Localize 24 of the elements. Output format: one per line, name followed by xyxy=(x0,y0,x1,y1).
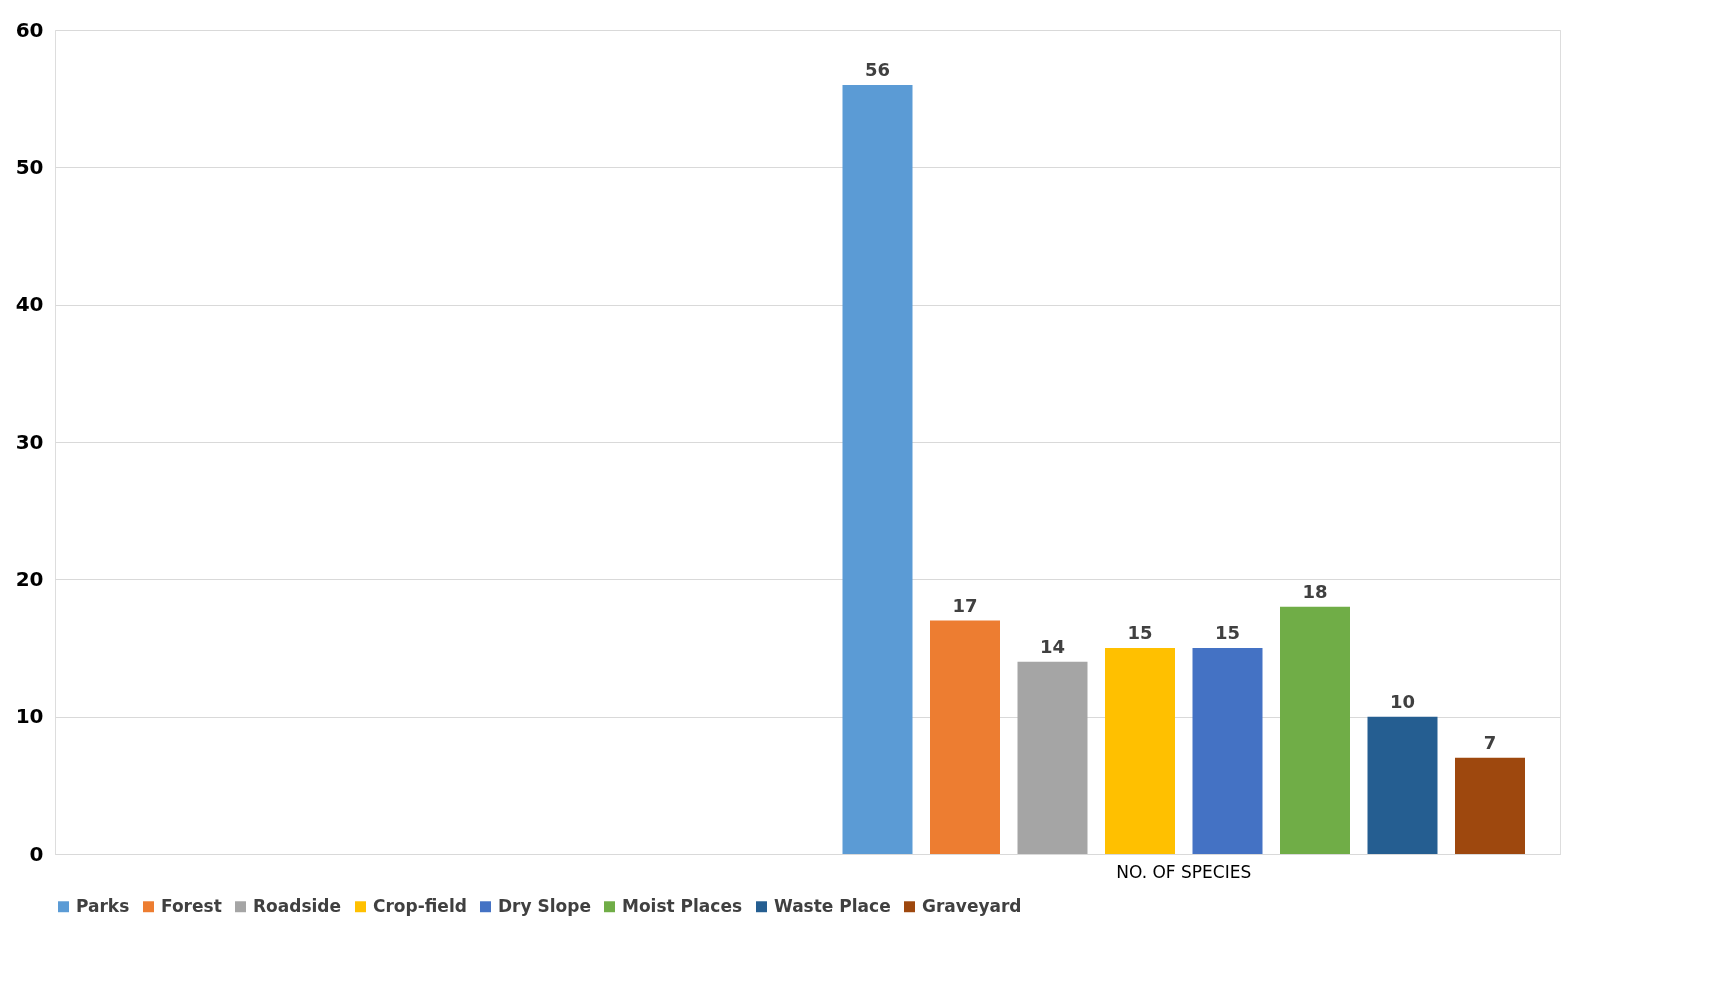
y-tick-label: 30 xyxy=(15,429,44,454)
data-label: 7 xyxy=(1483,731,1497,753)
data-label: 18 xyxy=(1302,580,1328,602)
x-tick-label: NO. OF SPECIES xyxy=(1116,861,1252,882)
data-label: 17 xyxy=(952,594,978,616)
y-tick-label: 60 xyxy=(15,17,44,42)
legend-label: Moist Places xyxy=(622,895,743,916)
y-tick-label: 0 xyxy=(29,841,44,866)
legend-label: Crop-field xyxy=(373,895,467,916)
data-label: 10 xyxy=(1389,690,1416,712)
legend-label: Waste Place xyxy=(774,895,891,916)
data-label: 14 xyxy=(1039,635,1066,657)
legend-label: Parks xyxy=(76,895,130,916)
y-tick-label: 10 xyxy=(15,704,44,729)
legend-label: Forest xyxy=(161,895,222,916)
y-tick-label: 50 xyxy=(15,154,44,179)
legend-label: Graveyard xyxy=(922,895,1022,916)
y-tick-label: 20 xyxy=(15,566,44,591)
data-label: 15 xyxy=(1214,622,1241,643)
data-label: 56 xyxy=(864,58,891,80)
y-tick-label: 40 xyxy=(15,292,44,317)
legend-label: Roadside xyxy=(253,895,342,916)
legend-label: Dry Slope xyxy=(498,895,591,916)
data-label: 15 xyxy=(1127,622,1153,643)
